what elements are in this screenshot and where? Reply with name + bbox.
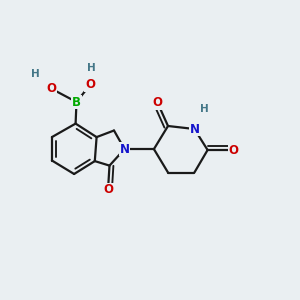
Text: O: O: [103, 183, 113, 196]
Text: O: O: [152, 96, 163, 109]
Text: B: B: [72, 95, 81, 109]
Text: O: O: [85, 78, 95, 92]
Text: H: H: [31, 69, 40, 80]
Text: N: N: [189, 122, 200, 136]
Text: H: H: [87, 63, 96, 73]
Text: O: O: [46, 82, 56, 95]
Text: N: N: [119, 142, 130, 156]
Text: H: H: [200, 103, 209, 114]
Text: O: O: [228, 143, 239, 157]
